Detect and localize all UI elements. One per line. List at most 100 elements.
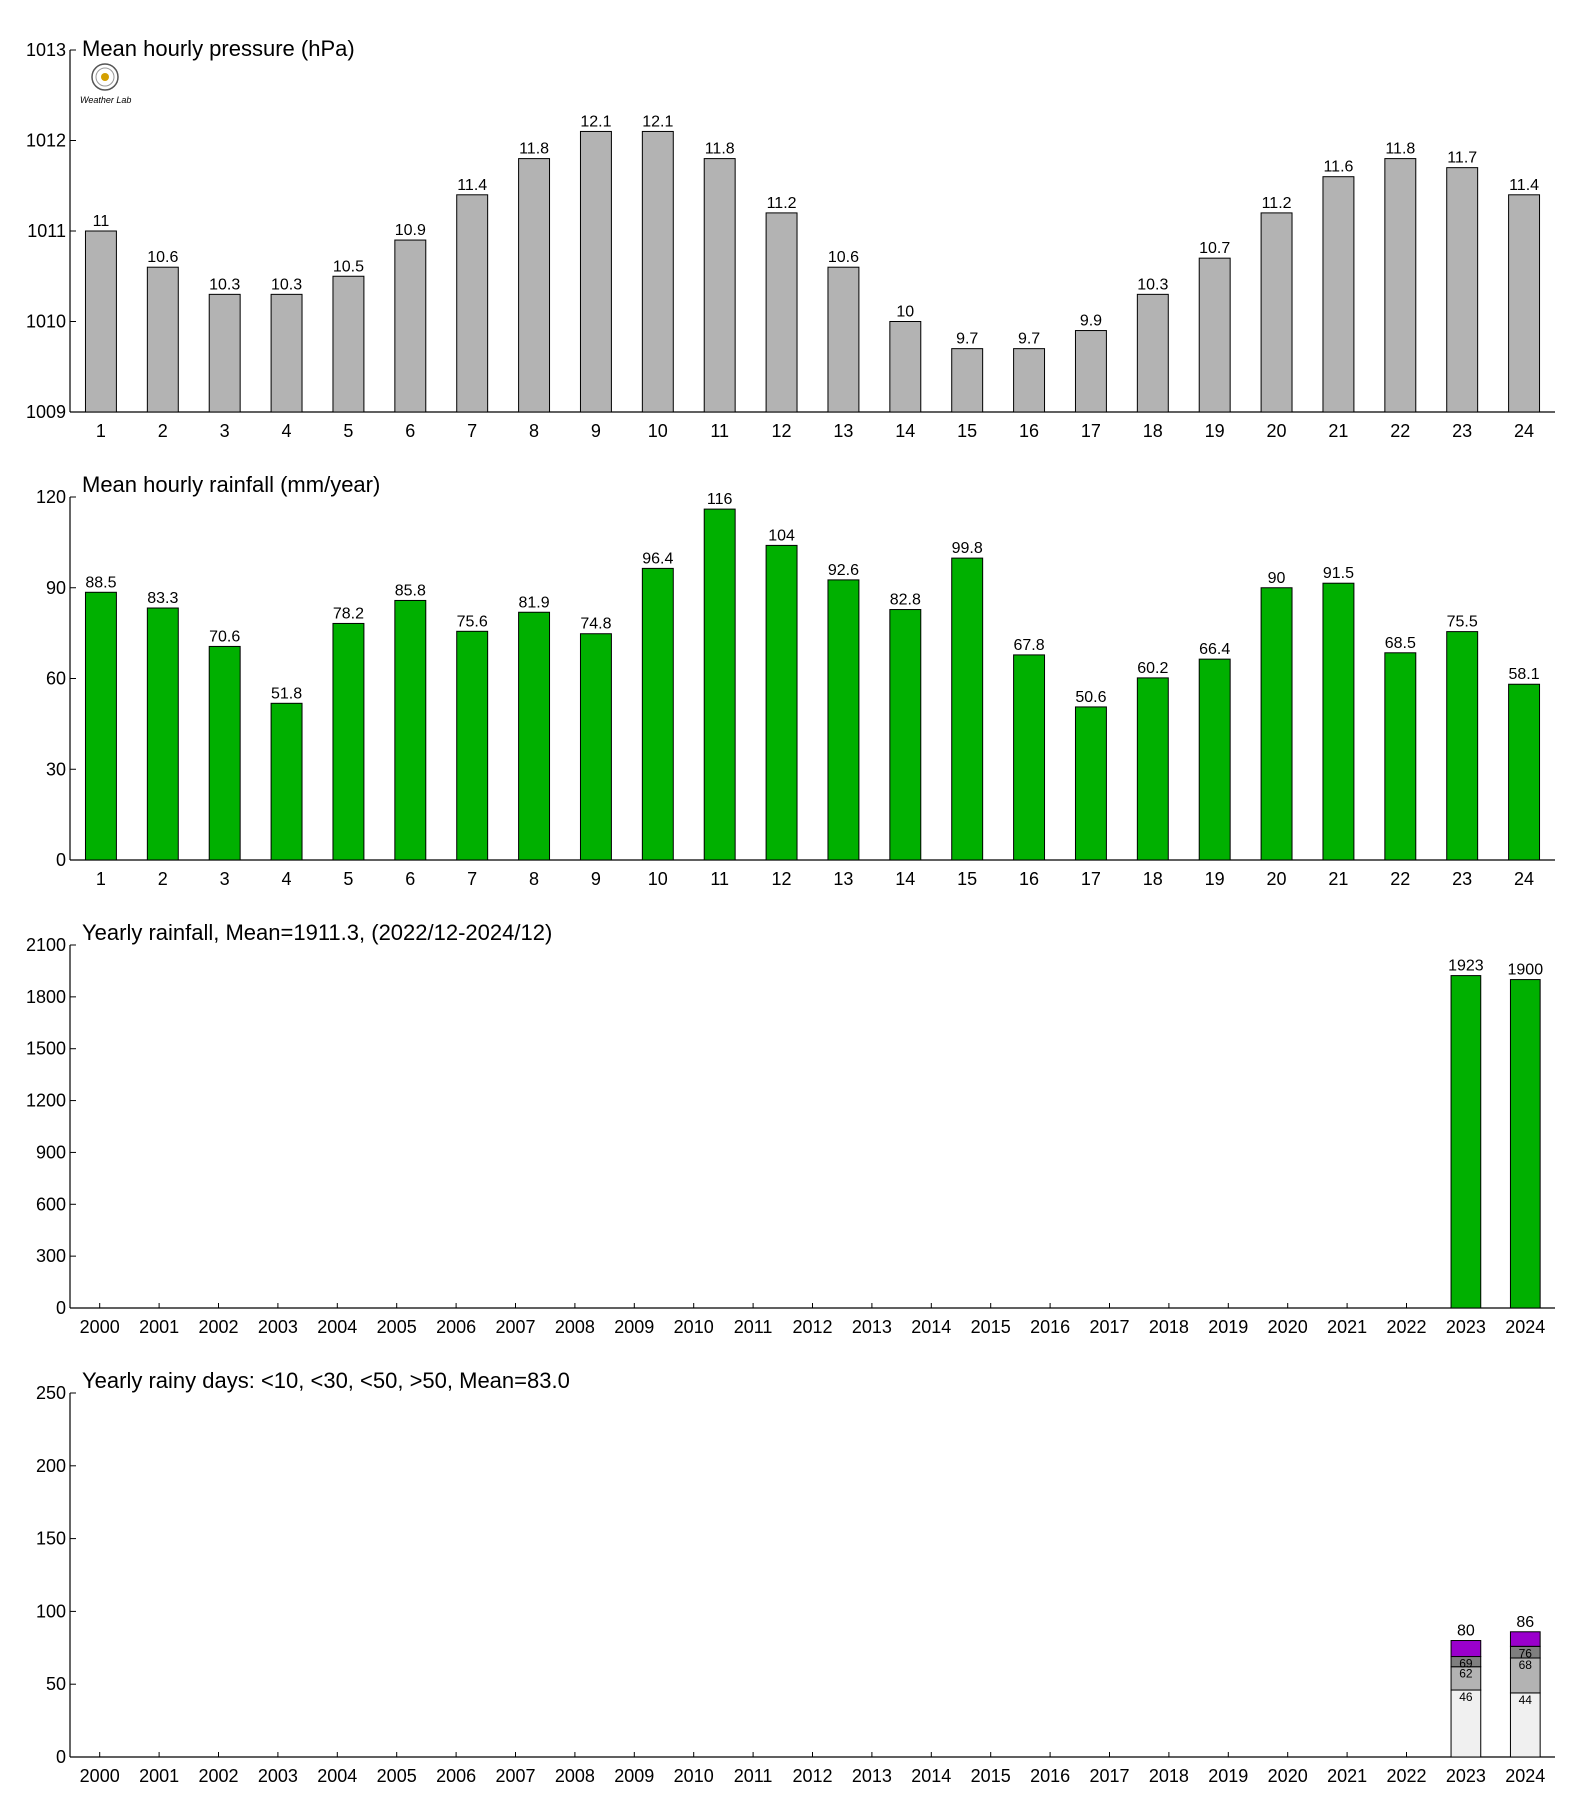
x-tick-label: 13 xyxy=(833,869,853,889)
bar-segment-label: 76 xyxy=(1519,1646,1533,1660)
x-tick-label: 20 xyxy=(1267,421,1287,441)
x-tick-label: 18 xyxy=(1143,869,1163,889)
x-tick-label: 2023 xyxy=(1446,1317,1486,1337)
x-tick-label: 2016 xyxy=(1030,1766,1070,1786)
x-tick-label: 24 xyxy=(1514,869,1534,889)
x-tick-label: 19 xyxy=(1205,869,1225,889)
y-tick-label: 1500 xyxy=(26,1039,66,1059)
y-tick-label: 200 xyxy=(36,1456,66,1476)
bar-value-label: 88.5 xyxy=(85,574,116,591)
x-tick-label: 2003 xyxy=(258,1766,298,1786)
y-tick-label: 1009 xyxy=(26,402,66,422)
x-tick-label: 2005 xyxy=(377,1766,417,1786)
bar-segment-label: 44 xyxy=(1519,1693,1533,1707)
seal-logo-icon xyxy=(91,63,119,91)
bar-value-label: 11.6 xyxy=(1323,159,1353,176)
bar-value-label: 92.6 xyxy=(828,562,859,579)
y-tick-label: 60 xyxy=(46,669,66,689)
bar xyxy=(1384,158,1417,413)
bar-value-label: 10.3 xyxy=(209,276,240,293)
x-tick-label: 24 xyxy=(1514,421,1534,441)
bar-value-label: 75.5 xyxy=(1447,614,1478,631)
bar xyxy=(146,607,179,861)
bar xyxy=(208,645,241,861)
x-tick-label: 2024 xyxy=(1505,1317,1545,1337)
bar xyxy=(1198,257,1231,413)
x-tick-label: 10 xyxy=(648,869,668,889)
x-tick-label: 2 xyxy=(158,421,168,441)
x-tick-label: 2018 xyxy=(1149,1317,1189,1337)
x-tick-label: 14 xyxy=(895,869,915,889)
bar xyxy=(1074,706,1107,861)
bar-value-label: 12.1 xyxy=(580,113,611,130)
bar-value-label: 1900 xyxy=(1508,962,1544,979)
bar xyxy=(1322,582,1355,861)
x-tick-label: 2024 xyxy=(1505,1766,1545,1786)
bar xyxy=(1450,975,1482,1309)
bar-segment-label: 62 xyxy=(1459,1667,1473,1681)
chart-title-hourly-rainfall: Mean hourly rainfall (mm/year) xyxy=(82,472,380,497)
y-tick-label: 2100 xyxy=(26,935,66,955)
x-tick-label: 9 xyxy=(591,869,601,889)
x-tick-label: 2017 xyxy=(1089,1317,1129,1337)
bar-value-label: 11.7 xyxy=(1447,150,1477,167)
x-tick-label: 19 xyxy=(1205,421,1225,441)
y-tick-label: 30 xyxy=(46,759,66,779)
bar xyxy=(1508,194,1541,413)
bar xyxy=(1508,683,1541,861)
bar xyxy=(394,239,427,413)
x-tick-label: 21 xyxy=(1328,869,1348,889)
x-tick-label: 2006 xyxy=(436,1317,476,1337)
bar-value-label: 90 xyxy=(1268,570,1286,587)
bar-segment-lt10 xyxy=(1450,1689,1482,1758)
bar-value-label: 11.2 xyxy=(1262,195,1292,212)
bar-value-label: 12.1 xyxy=(642,113,673,130)
y-tick-label: 1200 xyxy=(26,1091,66,1111)
bar xyxy=(270,293,303,413)
bar-segment-lt10 xyxy=(1509,1692,1541,1758)
chart-title-yearly-rainfall: Yearly rainfall, Mean=1911.3, (2022/12-2… xyxy=(82,920,552,945)
x-tick-label: 3 xyxy=(220,869,230,889)
bar xyxy=(1013,654,1046,861)
bar-value-label: 67.8 xyxy=(1013,637,1044,654)
x-tick-label: 2022 xyxy=(1386,1766,1426,1786)
x-tick-label: 2002 xyxy=(198,1317,238,1337)
bar-value-label: 9.9 xyxy=(1080,313,1102,330)
bar-value-label: 83.3 xyxy=(147,590,178,607)
bar xyxy=(827,579,860,861)
bar-value-label: 96.4 xyxy=(642,550,673,567)
x-tick-label: 2004 xyxy=(317,1766,357,1786)
bar-value-label: 85.8 xyxy=(395,582,426,599)
x-tick-label: 2000 xyxy=(80,1766,120,1786)
y-tick-label: 600 xyxy=(36,1194,66,1214)
bar xyxy=(332,275,365,413)
bar-total-label: 86 xyxy=(1516,1614,1534,1631)
x-tick-label: 1 xyxy=(96,421,106,441)
x-tick-label: 2011 xyxy=(734,1766,773,1786)
bar-value-label: 68.5 xyxy=(1385,635,1416,652)
bar-value-label: 91.5 xyxy=(1323,565,1354,582)
bar-value-label: 11 xyxy=(93,213,110,230)
bar xyxy=(146,266,179,413)
x-tick-label: 16 xyxy=(1019,869,1039,889)
bar xyxy=(641,567,674,861)
y-tick-label: 0 xyxy=(56,850,66,870)
bar-value-label: 1923 xyxy=(1448,958,1484,975)
x-tick-label: 21 xyxy=(1328,421,1348,441)
bar-value-label: 66.4 xyxy=(1199,641,1230,658)
x-tick-label: 2004 xyxy=(317,1317,357,1337)
y-tick-label: 0 xyxy=(56,1298,66,1318)
y-tick-label: 50 xyxy=(46,1674,66,1694)
bar-value-label: 81.9 xyxy=(518,594,549,611)
bar-value-label: 74.8 xyxy=(580,616,611,633)
bar-value-label: 11.4 xyxy=(1509,177,1539,194)
x-tick-label: 2002 xyxy=(198,1766,238,1786)
bar-value-label: 10.5 xyxy=(333,258,364,275)
x-tick-label: 22 xyxy=(1390,421,1410,441)
bar-value-label: 10.3 xyxy=(1137,276,1168,293)
bar xyxy=(1260,587,1293,861)
x-tick-label: 2003 xyxy=(258,1317,298,1337)
x-tick-label: 2011 xyxy=(734,1317,773,1337)
x-tick-label: 3 xyxy=(220,421,230,441)
bar-value-label: 60.2 xyxy=(1137,660,1168,677)
